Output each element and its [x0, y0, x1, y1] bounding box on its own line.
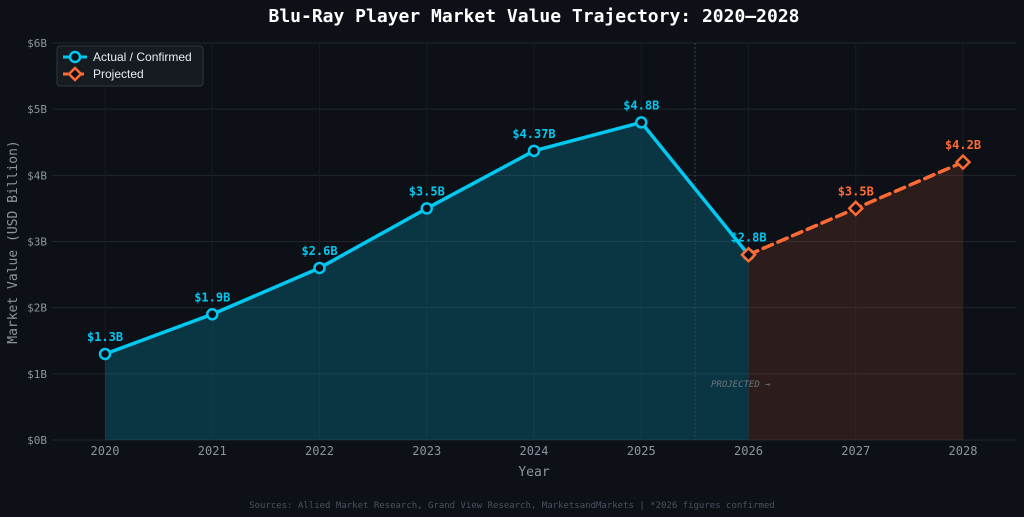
x-tick-label: 2020: [91, 444, 120, 458]
x-tick-label: 2022: [305, 444, 334, 458]
data-label: $2.8B: [730, 231, 766, 245]
data-point-marker: [527, 144, 541, 158]
data-label: $3.5B: [409, 184, 445, 198]
x-tick-label: 2025: [627, 444, 656, 458]
data-label: $3.5B: [838, 184, 874, 198]
y-tick-label: $2B: [27, 302, 47, 315]
y-tick-label: $3B: [27, 236, 47, 249]
data-point-marker: [954, 153, 972, 171]
data-label: $1.9B: [194, 290, 230, 304]
legend-actual-marker: [68, 50, 82, 64]
legend-projected-marker: [67, 66, 83, 82]
data-labels: $1.3B $1.9B $2.6B $3.5B $4.37B $4.8B $2.8B $3.5…: [87, 98, 981, 344]
y-tick-label: $6B: [27, 37, 47, 50]
data-label: $1.3B: [87, 330, 123, 344]
data-point-marker: [740, 246, 757, 264]
data-point-marker: [98, 347, 112, 361]
area-fill-0: [105, 122, 749, 441]
legend-actual-label: Actual / Confirmed: [93, 50, 192, 64]
data-point-marker: [313, 261, 326, 275]
legend-projected-label: Projected: [93, 67, 144, 81]
y-tick-label: $5B: [27, 103, 47, 116]
x-tick-label: 2027: [841, 444, 870, 458]
data-point-marker: [420, 202, 433, 215]
x-tick-label: 2026: [734, 444, 763, 458]
y-axis-ticks: $0B $1B $2B $3B $4B $5B $6B: [27, 37, 47, 447]
x-axis-label: Year: [518, 465, 549, 480]
x-tick-label: 2024: [520, 444, 549, 458]
legend-box: [56, 45, 204, 87]
x-tick-label: 2028: [949, 444, 978, 458]
x-tick-label: 2023: [412, 444, 441, 458]
y-tick-label: $1B: [27, 368, 47, 381]
x-tick-label: 2021: [198, 444, 227, 458]
data-label: $4.37B: [512, 127, 555, 141]
source-note: Sources: Allied Market Research, Grand V…: [249, 501, 775, 511]
data-label: $4.8B: [623, 98, 659, 112]
projected-annotation: PROJECTED →: [711, 380, 771, 390]
legend: Actual / Confirmed Projected: [56, 45, 204, 87]
chart-title: Blu-Ray Player Market Value Trajectory: …: [268, 6, 799, 27]
data-point-marker: [635, 116, 648, 129]
x-axis-ticks: 2020 2021 2022 2023 2024 2025 2026 2027 2028: [91, 444, 978, 458]
data-label: $2.6B: [301, 244, 337, 258]
data-point-marker: [206, 308, 219, 321]
data-label: $4.2B: [945, 138, 981, 152]
y-axis-label: Market Value (USD Billion): [6, 140, 21, 344]
y-tick-label: $4B: [27, 169, 47, 182]
y-tick-label: $0B: [27, 434, 47, 447]
data-point-marker: [847, 200, 865, 217]
grid: [52, 42, 1016, 441]
series-markers: [98, 116, 972, 361]
